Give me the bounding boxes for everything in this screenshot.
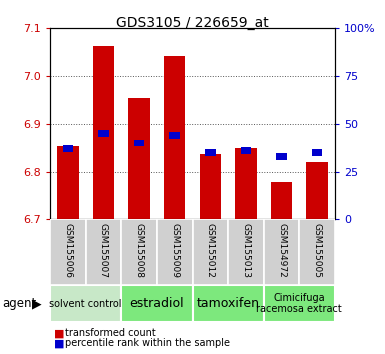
Bar (128, 98, 150, 219)
Bar (93, 46, 114, 219)
Bar (300, 219, 335, 285)
Bar (205, 149, 216, 156)
Text: transformed count: transformed count (65, 329, 156, 338)
Text: percentile rank within the sample: percentile rank within the sample (65, 338, 231, 348)
Text: GSM155013: GSM155013 (241, 223, 250, 278)
Text: GDS3105 / 226659_at: GDS3105 / 226659_at (116, 16, 269, 30)
Bar (312, 149, 323, 156)
Bar (85, 219, 121, 285)
Text: agent: agent (2, 297, 36, 310)
Bar (169, 132, 180, 139)
Bar (57, 146, 79, 219)
Bar (228, 219, 264, 285)
Bar (157, 219, 192, 285)
Bar (235, 148, 257, 219)
Bar (306, 162, 328, 219)
Bar (121, 219, 157, 285)
Bar (121, 285, 192, 322)
Bar (192, 285, 264, 322)
Text: solvent control: solvent control (49, 298, 122, 309)
Bar (62, 145, 73, 152)
Bar (164, 56, 186, 219)
Bar (199, 154, 221, 219)
Text: GSM155008: GSM155008 (135, 223, 144, 278)
Text: tamoxifen: tamoxifen (197, 297, 259, 310)
Text: GSM154972: GSM154972 (277, 223, 286, 278)
Bar (50, 219, 85, 285)
Bar (271, 182, 292, 219)
Text: ▶: ▶ (32, 297, 41, 310)
Text: GSM155006: GSM155006 (64, 223, 72, 278)
Bar (264, 219, 300, 285)
Text: GSM155009: GSM155009 (170, 223, 179, 278)
Text: GSM155005: GSM155005 (313, 223, 321, 278)
Text: Cimicifuga
racemosa extract: Cimicifuga racemosa extract (256, 293, 342, 314)
Bar (192, 219, 228, 285)
Text: ■: ■ (54, 329, 64, 338)
Text: GSM155007: GSM155007 (99, 223, 108, 278)
Text: estradiol: estradiol (130, 297, 184, 310)
Bar (241, 147, 251, 154)
Text: ■: ■ (54, 338, 64, 348)
Bar (264, 285, 335, 322)
Bar (98, 130, 109, 137)
Text: GSM155012: GSM155012 (206, 223, 215, 278)
Bar (50, 285, 121, 322)
Bar (276, 153, 287, 160)
Bar (134, 140, 144, 146)
